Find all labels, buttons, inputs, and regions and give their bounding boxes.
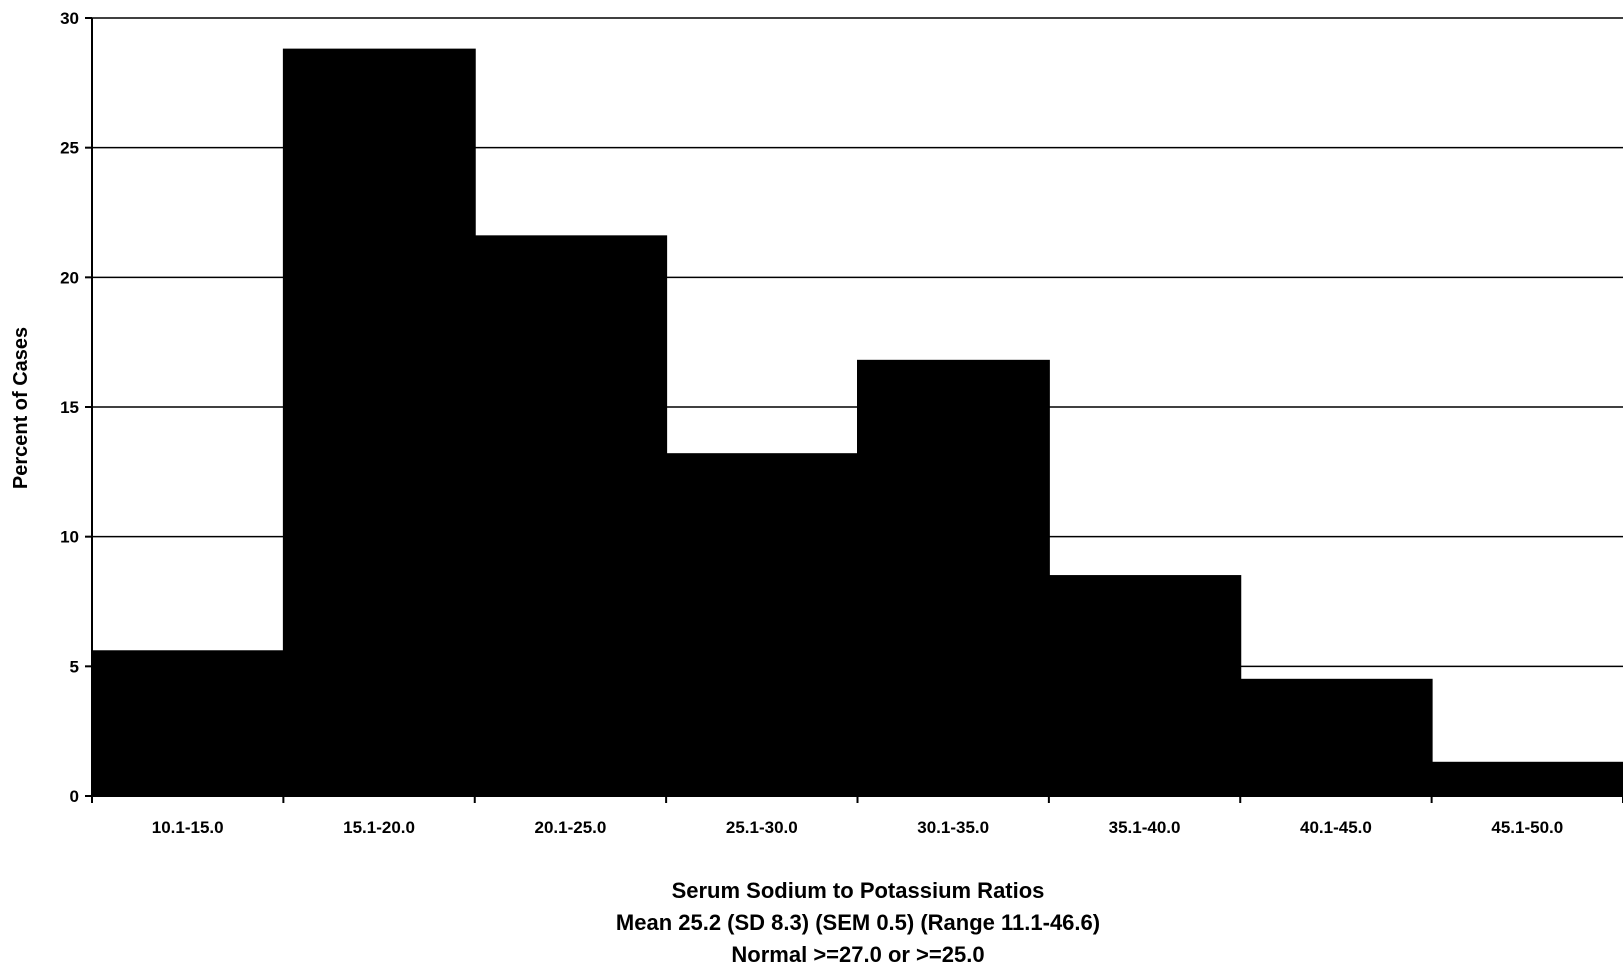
bar (474, 235, 668, 797)
bar (1431, 761, 1623, 797)
y-tick-label: 10 (60, 528, 79, 547)
bar (282, 48, 476, 797)
y-tick-label: 20 (60, 268, 79, 287)
x-tick-label: 40.1-45.0 (1300, 818, 1372, 837)
y-tick-label: 0 (70, 787, 79, 806)
y-tick-label: 5 (70, 657, 79, 676)
x-tick-label: 25.1-30.0 (726, 818, 798, 837)
x-tick-labels: 10.1-15.0 15.1-20.0 20.1-25.0 25.1-30.0 30.1… (152, 818, 1563, 837)
x-tick-label: 35.1-40.0 (1109, 818, 1181, 837)
x-tick-label: 30.1-35.0 (917, 818, 989, 837)
y-tick-label: 15 (60, 398, 79, 417)
x-tick-label: 15.1-20.0 (343, 818, 415, 837)
axes (85, 17, 1623, 803)
y-tick-label: 30 (60, 9, 79, 28)
bar (91, 650, 285, 797)
bar (857, 359, 1050, 797)
bars (91, 48, 1623, 797)
bar (665, 453, 859, 797)
x-tick-label: 45.1-50.0 (1491, 818, 1563, 837)
y-tick-labels: 0 5 10 15 20 25 30 (60, 9, 79, 806)
y-axis-label: Percent of Cases (10, 327, 32, 489)
x-axis-label-line-1: Serum Sodium to Potassium Ratios (672, 878, 1045, 903)
x-axis-label-line-2: Mean 25.2 (SD 8.3) (SEM 0.5) (Range 11.1… (616, 910, 1100, 935)
x-tick-label: 20.1-25.0 (535, 818, 607, 837)
y-tick-label: 25 (60, 139, 79, 158)
bar (1239, 678, 1433, 797)
bar (1048, 575, 1242, 797)
x-tick-label: 10.1-15.0 (152, 818, 224, 837)
x-axis-label-line-3: Normal >=27.0 or >=25.0 (731, 942, 984, 967)
